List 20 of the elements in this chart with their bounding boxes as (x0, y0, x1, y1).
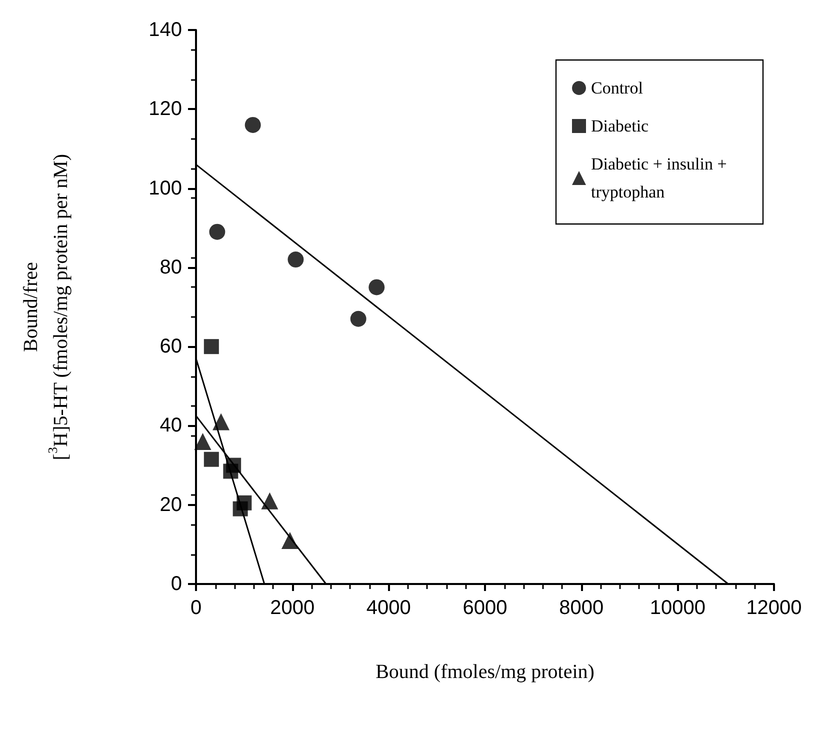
y-tick-label: 20 (160, 494, 182, 516)
x-axis-title: Bound (fmoles/mg protein) (376, 661, 594, 683)
y-tick-label: 120 (148, 98, 182, 120)
legend-label: Diabetic (591, 116, 650, 136)
y-tick-label: 60 (160, 336, 182, 358)
y-tick-label: 40 (160, 414, 182, 437)
legend-label: Control (591, 78, 644, 98)
y-tick-label: 80 (160, 256, 182, 278)
legend-label: Diabetic + insulin + tryptophan (591, 154, 732, 202)
x-tick-label: 12000 (746, 597, 802, 619)
x-tick-label: 0 (190, 597, 202, 619)
x-tick-label: 2000 (270, 597, 315, 619)
x-tick-label: 10000 (650, 597, 706, 619)
y-tick-label: 140 (148, 19, 182, 41)
x-tick-label: 6000 (462, 597, 508, 619)
text: Bound/free [3H]5-HT (fmoles/mg protein per nM) (20, 154, 72, 460)
y-tick-label: 100 (148, 177, 182, 200)
x-tick-label: 4000 (366, 597, 411, 619)
x-tick-label: 8000 (559, 597, 604, 619)
y-tick-label: 0 (170, 573, 182, 595)
